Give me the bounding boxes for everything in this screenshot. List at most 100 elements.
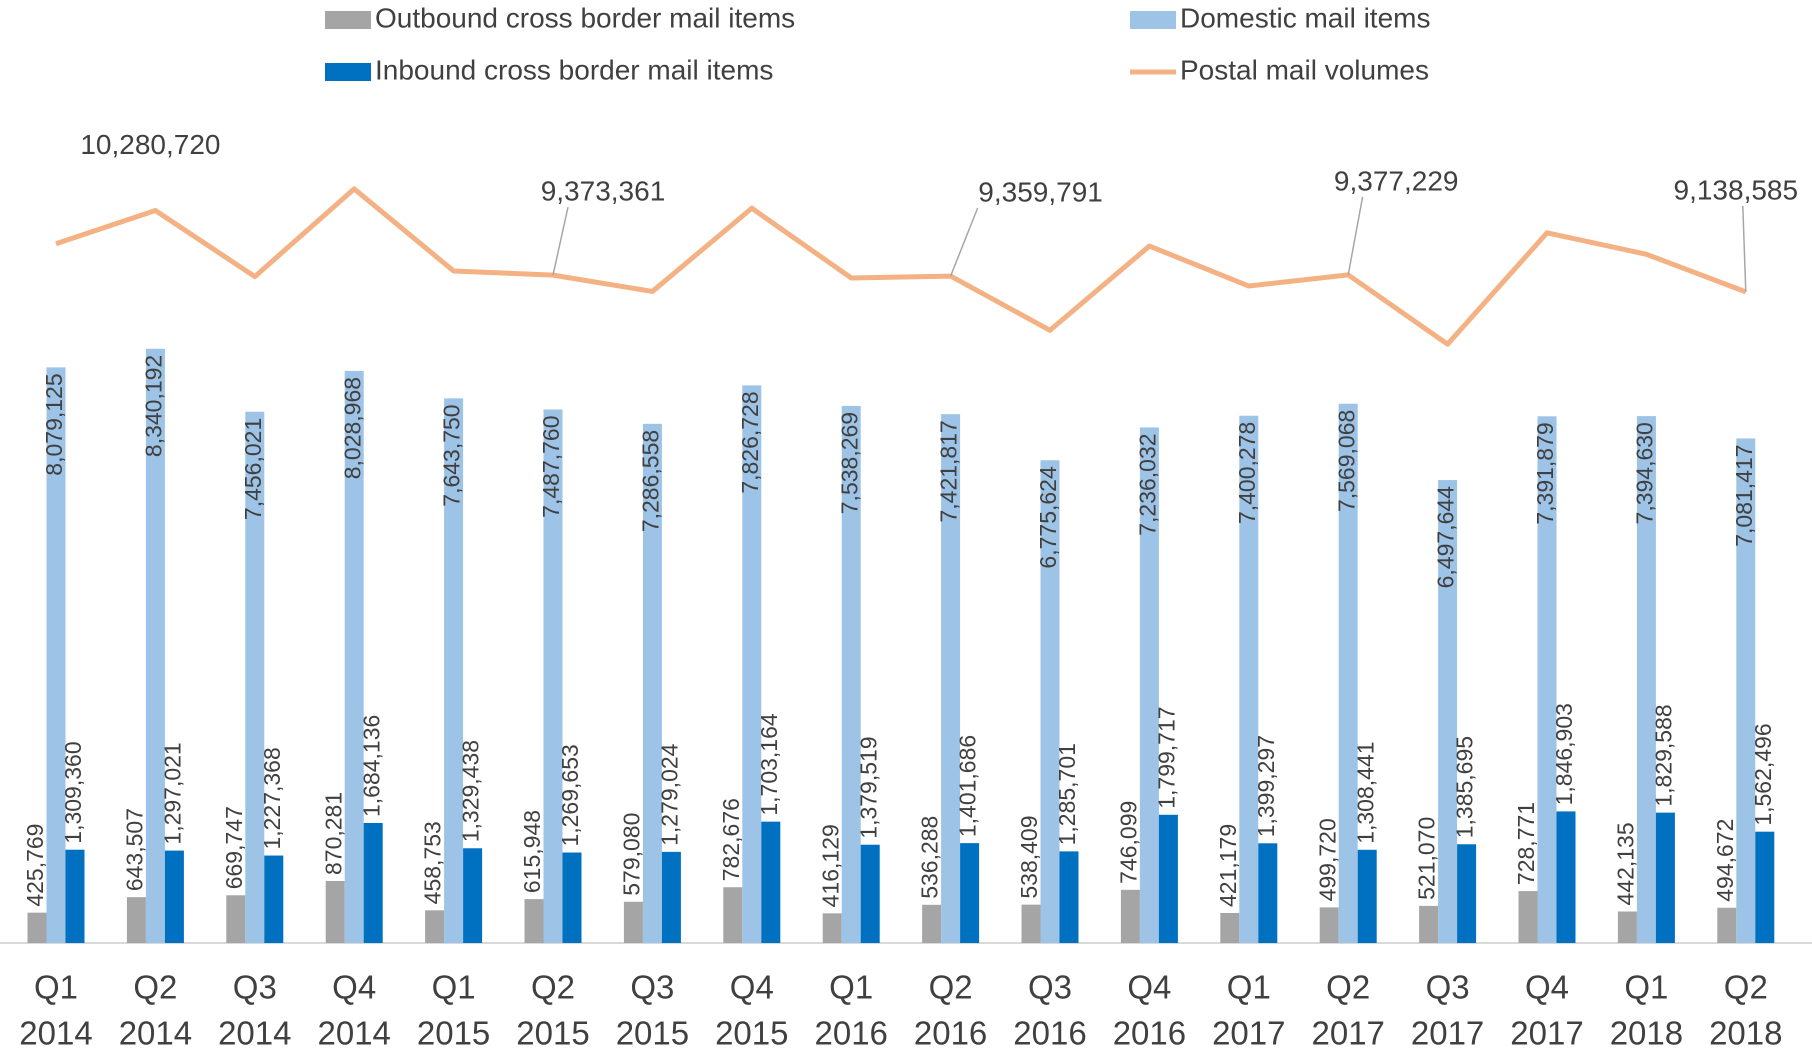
line-data-label: 9,359,791	[978, 177, 1103, 208]
bar	[226, 895, 246, 943]
x-tick-label: Q4	[1127, 969, 1171, 1006]
bar	[1239, 415, 1259, 943]
bar	[46, 367, 66, 944]
bar	[1736, 438, 1756, 943]
legend-swatch	[325, 11, 371, 29]
bar	[1717, 907, 1737, 943]
bar	[164, 850, 184, 943]
bar	[1139, 427, 1159, 943]
data-label: 7,538,269	[836, 412, 862, 514]
x-tick-label: 2014	[19, 1015, 92, 1052]
bar	[264, 855, 284, 943]
data-label: 746,099	[1115, 801, 1141, 884]
data-label: 643,507	[121, 808, 147, 891]
data-label: 494,672	[1712, 819, 1738, 902]
leader-line	[1742, 205, 1747, 292]
data-label: 579,080	[618, 813, 644, 896]
data-label: 6,497,644	[1433, 486, 1459, 589]
data-label: 615,948	[519, 810, 545, 893]
bar	[941, 414, 961, 943]
data-label: 1,227,368	[259, 747, 285, 849]
x-tick-label: 2015	[715, 1015, 788, 1052]
legend-swatch	[325, 63, 371, 81]
x-tick-label: Q1	[1624, 969, 1668, 1006]
bar	[344, 370, 364, 943]
data-label: 669,747	[221, 806, 247, 889]
data-label: 7,236,032	[1134, 433, 1160, 535]
x-tick-label: Q1	[34, 969, 78, 1006]
data-label: 458,753	[420, 821, 446, 904]
data-label: 421,179	[1215, 824, 1241, 907]
x-tick-label: 2017	[1510, 1015, 1583, 1052]
data-label: 1,829,588	[1650, 704, 1676, 806]
x-tick-label: 2014	[218, 1015, 291, 1052]
bar	[1120, 889, 1140, 943]
bar	[425, 910, 445, 943]
x-tick-label: Q2	[133, 969, 177, 1006]
data-label: 1,285,701	[1054, 743, 1080, 845]
data-label: 416,129	[817, 824, 843, 907]
legend-label: Domestic mail items	[1180, 2, 1430, 33]
data-label: 1,562,496	[1750, 723, 1776, 825]
bar	[1636, 416, 1656, 944]
bar	[1438, 480, 1458, 943]
x-tick-label: Q1	[829, 969, 873, 1006]
legend-swatch	[1130, 11, 1176, 29]
bar	[661, 851, 681, 943]
bar	[922, 904, 942, 943]
data-label: 8,340,192	[140, 355, 166, 457]
legend-label: Postal mail volumes	[1180, 54, 1429, 85]
bar	[1258, 843, 1278, 943]
bar	[463, 848, 483, 943]
bar	[822, 913, 842, 943]
x-tick-label: 2015	[616, 1015, 689, 1052]
bar	[1357, 849, 1377, 943]
data-label: 7,394,630	[1631, 422, 1657, 524]
line-data-label: 9,373,361	[541, 176, 666, 207]
data-label: 7,643,750	[439, 404, 465, 506]
x-tick-label: 2016	[1013, 1015, 1086, 1052]
data-label: 1,309,360	[60, 741, 86, 843]
x-tick-label: Q2	[1724, 969, 1768, 1006]
x-tick-label: 2016	[914, 1015, 987, 1052]
bar	[444, 398, 464, 943]
bar	[1319, 907, 1339, 943]
bar	[363, 823, 383, 943]
data-label: 6,775,624	[1035, 466, 1061, 569]
bar	[1556, 811, 1576, 943]
data-label: 1,269,653	[557, 744, 583, 846]
data-label: 1,379,519	[855, 736, 881, 838]
legend-label: Inbound cross border mail items	[375, 54, 773, 85]
bar	[1617, 911, 1637, 943]
data-label: 538,409	[1016, 815, 1042, 898]
line-data-label: 10,280,720	[80, 129, 220, 160]
x-tick-label: 2016	[814, 1015, 887, 1052]
bar	[1021, 904, 1041, 943]
line-data-label: 9,377,229	[1334, 165, 1459, 196]
bar	[1059, 851, 1079, 943]
x-tick-label: Q3	[233, 969, 277, 1006]
bar	[1220, 912, 1240, 943]
bar	[1040, 460, 1060, 943]
data-label: 7,421,817	[936, 420, 962, 522]
bar	[1537, 416, 1557, 943]
bar	[960, 843, 980, 943]
bar	[325, 880, 345, 943]
x-tick-label: 2018	[1709, 1015, 1782, 1052]
x-tick-label: 2018	[1610, 1015, 1683, 1052]
data-label: 1,385,695	[1452, 736, 1478, 838]
x-tick-label: Q4	[1525, 969, 1569, 1006]
data-label: 1,684,136	[358, 715, 384, 817]
x-tick-label: Q1	[432, 969, 476, 1006]
data-label: 7,456,021	[240, 418, 266, 520]
data-label: 7,391,879	[1532, 422, 1558, 524]
bar	[1755, 831, 1775, 943]
data-label: 1,279,024	[656, 743, 682, 846]
data-label: 1,401,686	[955, 735, 981, 837]
data-label: 442,135	[1612, 822, 1638, 905]
bar	[1457, 844, 1477, 943]
data-label: 1,297,021	[159, 742, 185, 844]
x-tick-label: 2017	[1212, 1015, 1285, 1052]
bar	[860, 844, 880, 943]
